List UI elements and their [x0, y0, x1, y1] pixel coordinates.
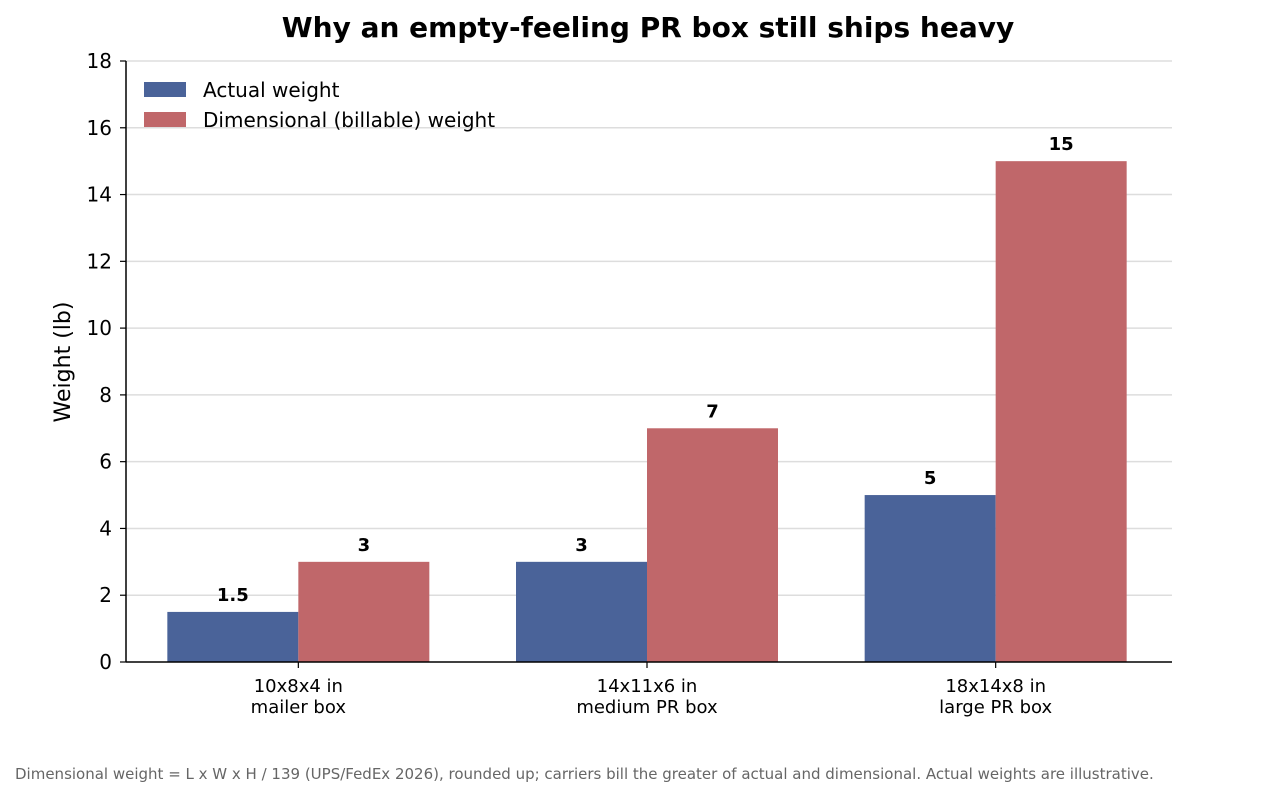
data-labels: 1.5 3 3 7 5 15 [217, 134, 1074, 606]
x-tick-label: 14x11x6 in [597, 676, 698, 697]
chart-title: Why an empty-feeling PR box still ships … [282, 11, 1014, 44]
y-tick-label: 2 [99, 583, 112, 607]
bar [516, 561, 647, 662]
data-label: 1.5 [217, 585, 249, 606]
bar [167, 611, 299, 662]
bar [995, 161, 1127, 662]
y-tick-label: 18 [87, 49, 112, 73]
bar [647, 428, 778, 662]
y-tick-label: 12 [87, 249, 112, 273]
legend: Actual weight Dimensional (billable) weig… [144, 78, 495, 132]
axes [125, 61, 1172, 663]
x-tick-label: 10x8x4 in [254, 676, 343, 697]
y-tick-label: 14 [87, 183, 112, 207]
legend-swatch [144, 112, 186, 127]
x-tick-label: mailer box [251, 697, 347, 718]
data-label: 7 [706, 401, 719, 422]
bar [864, 495, 996, 662]
y-tick-label: 16 [87, 116, 112, 140]
y-tick-label: 10 [87, 316, 112, 340]
legend-label: Dimensional (billable) weight [203, 108, 495, 132]
x-tick-label: 18x14x8 in [945, 676, 1046, 697]
y-axis-label: Weight (lb) [51, 302, 76, 423]
gridlines [126, 60, 1172, 596]
footnote: Dimensional weight = L x W x H / 139 (UP… [15, 765, 1154, 783]
y-axis-ticks: 0 2 4 6 8 10 12 14 16 18 [87, 49, 126, 674]
legend-label: Actual weight [203, 78, 340, 102]
data-label: 15 [1049, 134, 1074, 155]
data-label: 3 [358, 535, 371, 556]
y-tick-label: 6 [99, 450, 112, 474]
y-tick-label: 8 [99, 383, 112, 407]
data-label: 3 [575, 535, 588, 556]
x-tick-label: medium PR box [576, 697, 718, 718]
y-tick-label: 4 [99, 516, 112, 540]
x-tick-label: large PR box [939, 697, 1052, 718]
y-tick-label: 0 [99, 650, 112, 674]
bar [298, 561, 430, 662]
bar-chart: Why an empty-feeling PR box still ships … [51, 11, 1172, 718]
legend-swatch [144, 82, 186, 97]
data-label: 5 [924, 468, 937, 489]
bars [167, 161, 1127, 662]
